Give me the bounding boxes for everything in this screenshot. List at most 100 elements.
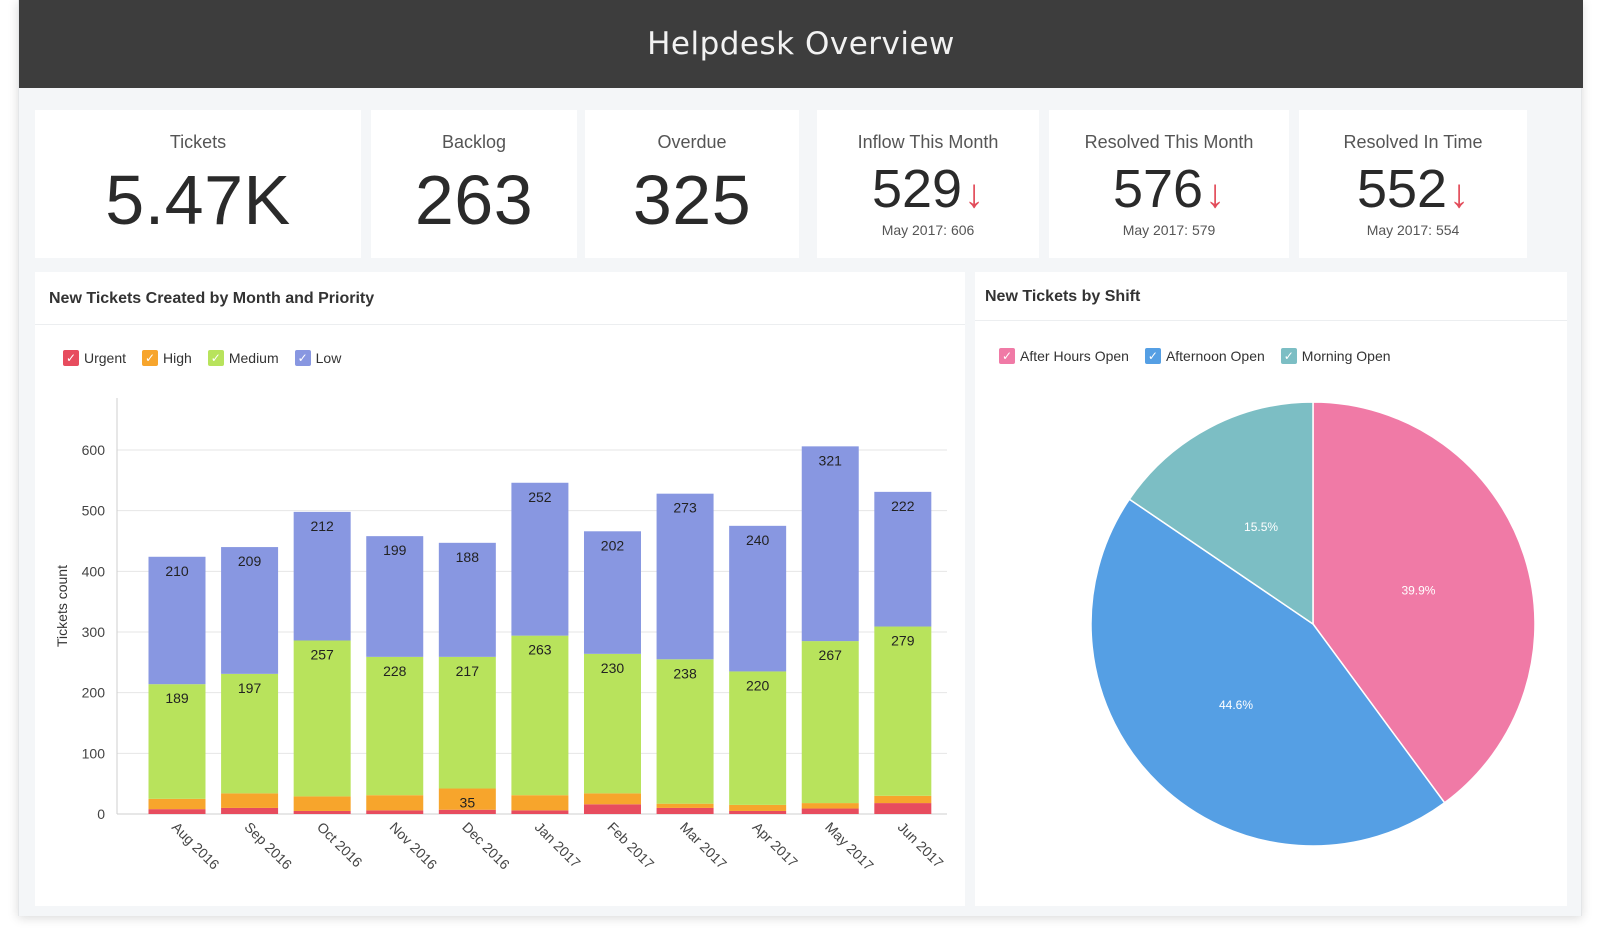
bar-segment-low[interactable] <box>656 493 714 660</box>
bar-segment-urgent[interactable] <box>221 807 279 814</box>
bar-segment-low[interactable] <box>221 547 279 674</box>
x-tick-label: Dec 2016 <box>459 819 513 873</box>
kpi-value: 552 <box>1356 159 1448 219</box>
kpi-label: Resolved This Month <box>1084 132 1254 152</box>
bar-data-label: 279 <box>891 633 915 649</box>
checkbox-icon[interactable]: ✓ <box>142 350 159 366</box>
bar-segment-low[interactable] <box>511 482 569 636</box>
bar-segment-high[interactable] <box>656 803 714 808</box>
bar-chart-legend: ✓ Urgent ✓ High ✓ Medium ✓ Low <box>63 350 357 366</box>
bar-segment-high[interactable] <box>801 803 859 809</box>
bar-segment-high[interactable] <box>148 798 206 810</box>
checkbox-icon[interactable]: ✓ <box>207 350 224 366</box>
kpi-label: Inflow This Month <box>857 132 999 152</box>
bar-segment-urgent[interactable] <box>148 809 206 814</box>
pie-slice-afternoon-open[interactable] <box>1090 498 1446 847</box>
bar-segment-high[interactable] <box>583 793 641 805</box>
pie-slice-morning-open[interactable] <box>1128 401 1314 626</box>
bar-segment-medium[interactable] <box>801 641 859 804</box>
bar-segment-medium[interactable] <box>366 656 424 796</box>
kpi-card-resolved-in-time[interactable]: Resolved In Time 552↓ May 2017: 554 <box>1299 110 1527 258</box>
kpi-card-tickets[interactable]: Tickets 5.47K <box>35 110 361 258</box>
legend-item-medium[interactable]: ✓ Medium <box>207 350 279 366</box>
legend-item-low[interactable]: ✓ Low <box>294 350 341 366</box>
bar-segment-urgent[interactable] <box>438 809 496 814</box>
kpi-card-backlog[interactable]: Backlog 263 <box>371 110 577 258</box>
bar-segment-medium[interactable] <box>221 673 279 794</box>
kpi-value: 529 <box>871 159 963 219</box>
kpi-compare: May 2017: 579 <box>1122 222 1216 238</box>
bar-segment-medium[interactable] <box>874 626 932 796</box>
bar-data-label: 267 <box>819 647 843 663</box>
kpi-value: 325 <box>632 161 752 239</box>
checkbox-icon[interactable]: ✓ <box>999 348 1015 364</box>
y-tick-label: 600 <box>82 442 106 458</box>
bar-data-label: 252 <box>528 489 552 505</box>
bar-segment-urgent[interactable] <box>656 807 714 814</box>
x-tick-label: Jun 2017 <box>895 819 947 871</box>
kpi-label: Backlog <box>441 132 507 152</box>
bar-segment-urgent[interactable] <box>366 810 424 814</box>
bar-data-label: 35 <box>460 795 476 811</box>
bar-segment-urgent[interactable] <box>729 810 787 814</box>
bar-segment-medium[interactable] <box>729 671 787 805</box>
bar-segment-low[interactable] <box>583 531 641 654</box>
bar-data-label: 199 <box>383 542 407 558</box>
checkbox-icon[interactable]: ✓ <box>294 350 311 366</box>
bar-data-label: 228 <box>383 663 407 679</box>
bar-segment-medium[interactable] <box>583 653 641 794</box>
down-arrow-icon: ↓ <box>1205 172 1226 216</box>
bar-segment-medium[interactable] <box>438 656 496 789</box>
legend-item-morning-open[interactable]: ✓ Morning Open <box>1280 348 1391 364</box>
bar-segment-high[interactable] <box>438 788 496 810</box>
kpi-card-overdue[interactable]: Overdue 325 <box>585 110 799 258</box>
bar-segment-medium[interactable] <box>148 684 206 799</box>
bar-segment-low[interactable] <box>148 556 206 685</box>
checkbox-icon[interactable]: ✓ <box>63 350 79 366</box>
kpi-value: 576 <box>1112 159 1204 219</box>
bar-segment-low[interactable] <box>874 491 932 627</box>
bar-data-label: 222 <box>891 498 915 514</box>
pie-slice-after-hours-open[interactable] <box>1312 401 1536 804</box>
bar-segment-high[interactable] <box>729 804 787 811</box>
bar-segment-medium[interactable] <box>293 640 351 797</box>
bar-segment-high[interactable] <box>366 795 424 811</box>
bar-segment-low[interactable] <box>438 542 496 657</box>
bar-segment-high[interactable] <box>293 796 351 811</box>
legend-item-high[interactable]: ✓ High <box>142 350 192 366</box>
bar-segment-high[interactable] <box>511 795 569 811</box>
bar-segment-urgent[interactable] <box>583 804 641 814</box>
bar-segment-high[interactable] <box>221 793 279 808</box>
bar-segment-medium[interactable] <box>656 659 714 804</box>
bar-segment-urgent[interactable] <box>874 803 932 814</box>
legend-item-after-hours-open[interactable]: ✓ After Hours Open <box>999 348 1129 364</box>
bar-segment-urgent[interactable] <box>511 810 569 814</box>
bar-segment-low[interactable] <box>366 536 424 657</box>
bar-segment-urgent[interactable] <box>801 808 859 814</box>
kpi-value-row: 576↓ <box>1049 158 1289 220</box>
kpi-value-row: 552↓ <box>1299 158 1527 220</box>
legend-label: Afternoon Open <box>1165 348 1265 364</box>
bar-segment-low[interactable] <box>729 525 787 672</box>
bar-segment-high[interactable] <box>874 795 932 804</box>
legend-label: Medium <box>228 350 279 366</box>
panel-divider <box>35 324 965 325</box>
bar-data-label: 212 <box>310 518 334 534</box>
y-axis-label: Tickets count <box>54 565 70 647</box>
bar-segment-urgent[interactable] <box>293 810 351 814</box>
legend-item-afternoon-open[interactable]: ✓ Afternoon Open <box>1144 348 1265 364</box>
bar-data-label: 189 <box>165 690 189 706</box>
kpi-card-resolved[interactable]: Resolved This Month 576↓ May 2017: 579 <box>1049 110 1289 258</box>
x-tick-label: Jan 2017 <box>532 819 584 871</box>
bar-data-label: 263 <box>528 642 552 658</box>
kpi-label: Resolved In Time <box>1343 132 1483 152</box>
kpi-value-row: 529↓ <box>817 158 1039 220</box>
checkbox-icon[interactable]: ✓ <box>1280 348 1297 364</box>
legend-label: Morning Open <box>1301 348 1391 364</box>
legend-item-urgent[interactable]: ✓ Urgent <box>63 350 126 366</box>
bar-segment-low[interactable] <box>801 446 859 642</box>
kpi-card-inflow[interactable]: Inflow This Month 529↓ May 2017: 606 <box>817 110 1039 258</box>
bar-segment-low[interactable] <box>293 511 351 641</box>
bar-segment-medium[interactable] <box>511 635 569 796</box>
checkbox-icon[interactable]: ✓ <box>1144 348 1161 364</box>
